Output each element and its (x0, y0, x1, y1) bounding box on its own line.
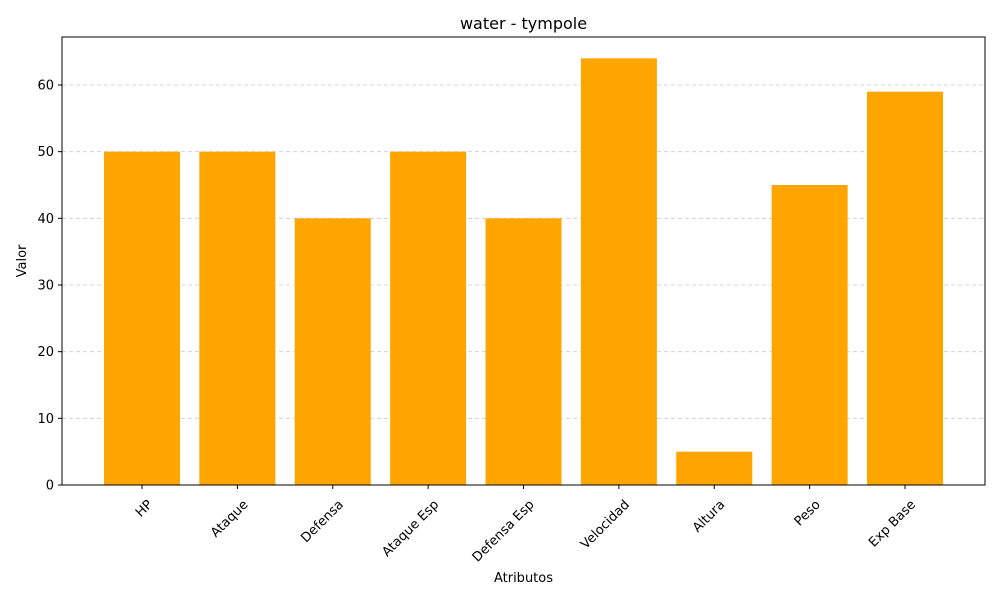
x-tick-label: Velocidad (578, 497, 633, 552)
y-tick-label: 20 (37, 345, 54, 360)
y-tick-label: 50 (37, 145, 54, 160)
bar-velocidad (580, 58, 657, 485)
chart-title: water - tympole (460, 14, 587, 33)
bar-altura (676, 451, 753, 485)
y-tick-label: 30 (37, 279, 54, 294)
bar-ataque (199, 151, 276, 485)
bar-defensa (294, 218, 371, 486)
x-axis-title: Atributos (494, 571, 553, 586)
x-tick-label: HP (133, 497, 156, 520)
bar-defensa-esp (485, 218, 562, 486)
x-tick-label: Defensa Esp (470, 497, 538, 565)
x-tick-label: Ataque (208, 497, 251, 540)
y-tick-label: 60 (37, 79, 54, 94)
bars (104, 58, 943, 486)
y-tick-label: 0 (46, 479, 54, 494)
x-tick-label: Peso (792, 497, 824, 529)
y-axis-ticks: 0 10 20 30 40 50 60 (37, 79, 62, 494)
y-tick-label: 10 (37, 412, 54, 427)
y-tick-label: 40 (37, 212, 54, 227)
bar-hp (104, 151, 180, 485)
bar-peso (771, 185, 848, 485)
x-tick-label: Exp Base (866, 497, 919, 550)
x-tick-label: Altura (690, 497, 728, 535)
y-axis-title: Valor (15, 244, 30, 277)
bar-exp-base (867, 91, 943, 486)
x-tick-label: Defensa (298, 497, 346, 545)
x-tick-label: Ataque Esp (380, 497, 443, 560)
bar-ataque-esp (390, 151, 467, 485)
x-axis-ticks: HP Ataque Defensa Ataque Esp Defensa Esp Velo… (133, 485, 919, 565)
